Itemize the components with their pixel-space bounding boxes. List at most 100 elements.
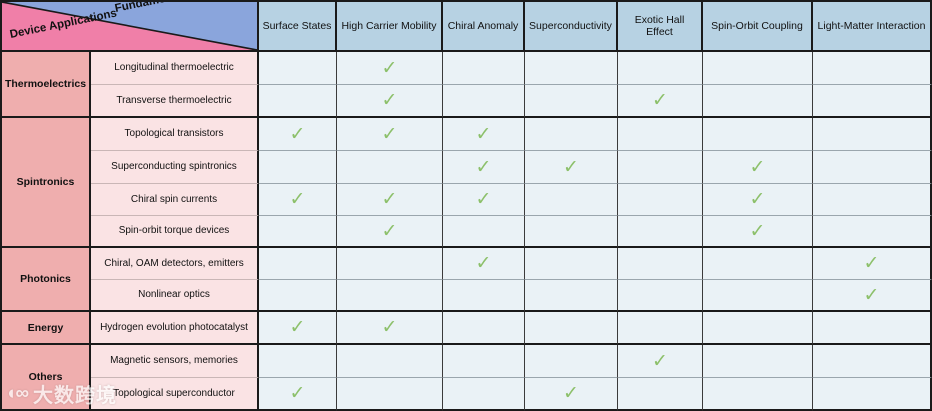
matrix-cell[interactable] [813,85,932,118]
application-label-cell: Topological transistors [91,118,259,151]
group-label-cell: Spintronics [0,118,91,248]
matrix-cell[interactable] [259,52,337,85]
matrix-cell[interactable] [703,52,813,85]
matrix-cell[interactable] [618,118,703,151]
matrix-cell[interactable]: ✓ [703,184,813,216]
matrix-cell[interactable] [259,280,337,312]
check-icon: ✓ [381,56,398,79]
matrix-cell[interactable] [703,118,813,151]
column-header: High Carrier Mobility [337,0,443,52]
matrix-cell[interactable] [813,184,932,216]
matrix-cell[interactable]: ✓ [337,216,443,248]
matrix-cell[interactable]: ✓ [618,345,703,378]
check-icon: ✓ [475,252,492,274]
matrix-cell[interactable] [259,248,337,280]
corner-diagonal-graphic [2,2,257,50]
matrix-cell[interactable] [813,216,932,248]
matrix-cell[interactable]: ✓ [259,184,337,216]
matrix-cell[interactable] [259,85,337,118]
matrix-cell[interactable]: ✓ [337,312,443,345]
matrix-cell[interactable] [525,52,618,85]
matrix-cell[interactable] [443,52,525,85]
check-icon: ✓ [749,188,766,210]
matrix-cell[interactable]: ✓ [337,184,443,216]
matrix-cell[interactable]: ✓ [337,85,443,118]
matrix-cell[interactable] [703,312,813,345]
application-label-cell: Chiral, OAM detectors, emitters [91,248,259,280]
matrix-cell[interactable]: ✓ [337,118,443,151]
matrix-cell[interactable]: ✓ [443,184,525,216]
matrix-cell[interactable] [525,216,618,248]
matrix-cell[interactable]: ✓ [703,151,813,184]
matrix-cell[interactable] [337,345,443,378]
matrix-cell[interactable] [525,248,618,280]
column-header: Light-Matter Interaction [813,0,932,52]
matrix-cell[interactable] [618,52,703,85]
matrix-cell[interactable]: ✓ [443,151,525,184]
matrix-cell[interactable] [618,312,703,345]
matrix-cell[interactable] [813,52,932,85]
matrix-cell[interactable] [443,312,525,345]
matrix-cell[interactable] [813,151,932,184]
matrix-cell[interactable] [259,345,337,378]
matrix-cell[interactable] [703,280,813,312]
matrix-cell[interactable] [259,151,337,184]
matrix-cell[interactable]: ✓ [703,216,813,248]
matrix-cell[interactable] [525,118,618,151]
matrix-cell[interactable]: ✓ [618,85,703,118]
matrix-cell[interactable] [813,312,932,345]
matrix-cell[interactable] [703,345,813,378]
matrix-cell[interactable]: ✓ [259,312,337,345]
matrix-cell[interactable]: ✓ [259,378,337,411]
check-icon: ✓ [381,89,398,111]
matrix-cell[interactable] [703,248,813,280]
matrix-cell[interactable]: ✓ [337,52,443,85]
matrix-cell[interactable] [618,248,703,280]
matrix-cell[interactable] [259,216,337,248]
matrix-cell[interactable] [337,280,443,312]
matrix-cell[interactable] [443,85,525,118]
matrix-cell[interactable] [525,345,618,378]
check-icon: ✓ [652,349,668,372]
matrix-cell[interactable] [813,345,932,378]
matrix-cell[interactable] [443,378,525,411]
matrix-cell[interactable] [525,312,618,345]
matrix-cell[interactable]: ✓ [443,118,525,151]
matrix-cell[interactable] [618,151,703,184]
matrix-cell[interactable] [525,280,618,312]
matrix-cell[interactable] [813,118,932,151]
matrix-cell[interactable] [443,345,525,378]
matrix-cell[interactable] [813,378,932,411]
matrix-corner-header: Fundamental Properties Device Applicatio… [0,0,259,52]
matrix-cell[interactable] [337,248,443,280]
matrix-cell[interactable]: ✓ [259,118,337,151]
matrix-cell[interactable] [618,280,703,312]
matrix-cell[interactable]: ✓ [525,378,618,411]
matrix-cell[interactable] [618,216,703,248]
application-label-cell: Superconducting spintronics [91,151,259,184]
matrix-cell[interactable] [443,216,525,248]
group-label-cell: Photonics [0,248,91,312]
matrix-cell[interactable] [703,85,813,118]
check-icon: ✓ [289,382,306,404]
group-label-cell: Energy [0,312,91,345]
check-icon: ✓ [475,188,492,210]
matrix-cell[interactable] [525,184,618,216]
matrix-cell[interactable]: ✓ [813,280,932,312]
matrix-cell[interactable]: ✓ [443,248,525,280]
column-header: Superconductivity [525,0,618,52]
check-icon: ✓ [749,219,766,242]
matrix-cell[interactable] [337,378,443,411]
matrix-cell[interactable] [525,85,618,118]
check-icon: ✓ [381,316,398,338]
matrix-cell[interactable] [618,184,703,216]
matrix-cell[interactable] [337,151,443,184]
matrix-cell[interactable]: ✓ [525,151,618,184]
application-label-cell: Longitudinal thermoelectric [91,52,259,85]
matrix-cell[interactable] [443,280,525,312]
matrix-cell[interactable] [703,378,813,411]
matrix-cell[interactable] [618,378,703,411]
matrix-cell[interactable]: ✓ [813,248,932,280]
check-icon: ✓ [863,252,880,274]
check-icon: ✓ [652,89,668,111]
